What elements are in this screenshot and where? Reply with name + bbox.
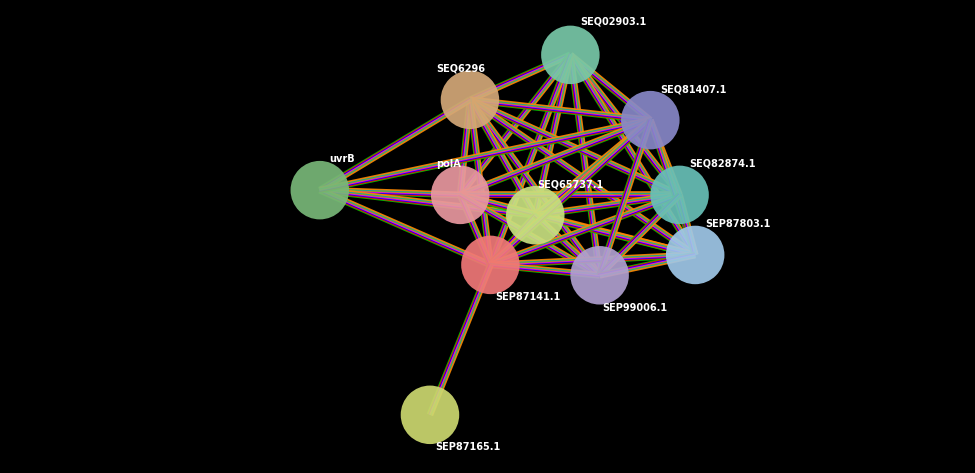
Text: SEQ65737.1: SEQ65737.1 — [537, 179, 604, 189]
Ellipse shape — [666, 226, 724, 284]
Text: SEP87803.1: SEP87803.1 — [705, 219, 770, 229]
Text: uvrB: uvrB — [330, 154, 355, 164]
Text: SEQ81407.1: SEQ81407.1 — [660, 84, 726, 94]
Ellipse shape — [621, 91, 680, 149]
Ellipse shape — [461, 236, 520, 294]
Ellipse shape — [541, 26, 600, 84]
Text: polA: polA — [436, 159, 460, 169]
Ellipse shape — [570, 246, 629, 305]
Text: SEP87141.1: SEP87141.1 — [495, 292, 561, 302]
Text: SEQ02903.1: SEQ02903.1 — [580, 17, 646, 26]
Ellipse shape — [441, 70, 499, 129]
Text: SEP87165.1: SEP87165.1 — [435, 442, 500, 452]
Ellipse shape — [431, 166, 489, 224]
Text: SEQ82874.1: SEQ82874.1 — [689, 159, 756, 169]
Ellipse shape — [506, 186, 565, 245]
Text: SEQ6296: SEQ6296 — [436, 64, 485, 74]
Ellipse shape — [650, 166, 709, 224]
Text: SEP99006.1: SEP99006.1 — [603, 303, 668, 313]
Ellipse shape — [291, 161, 349, 219]
Ellipse shape — [401, 385, 459, 444]
